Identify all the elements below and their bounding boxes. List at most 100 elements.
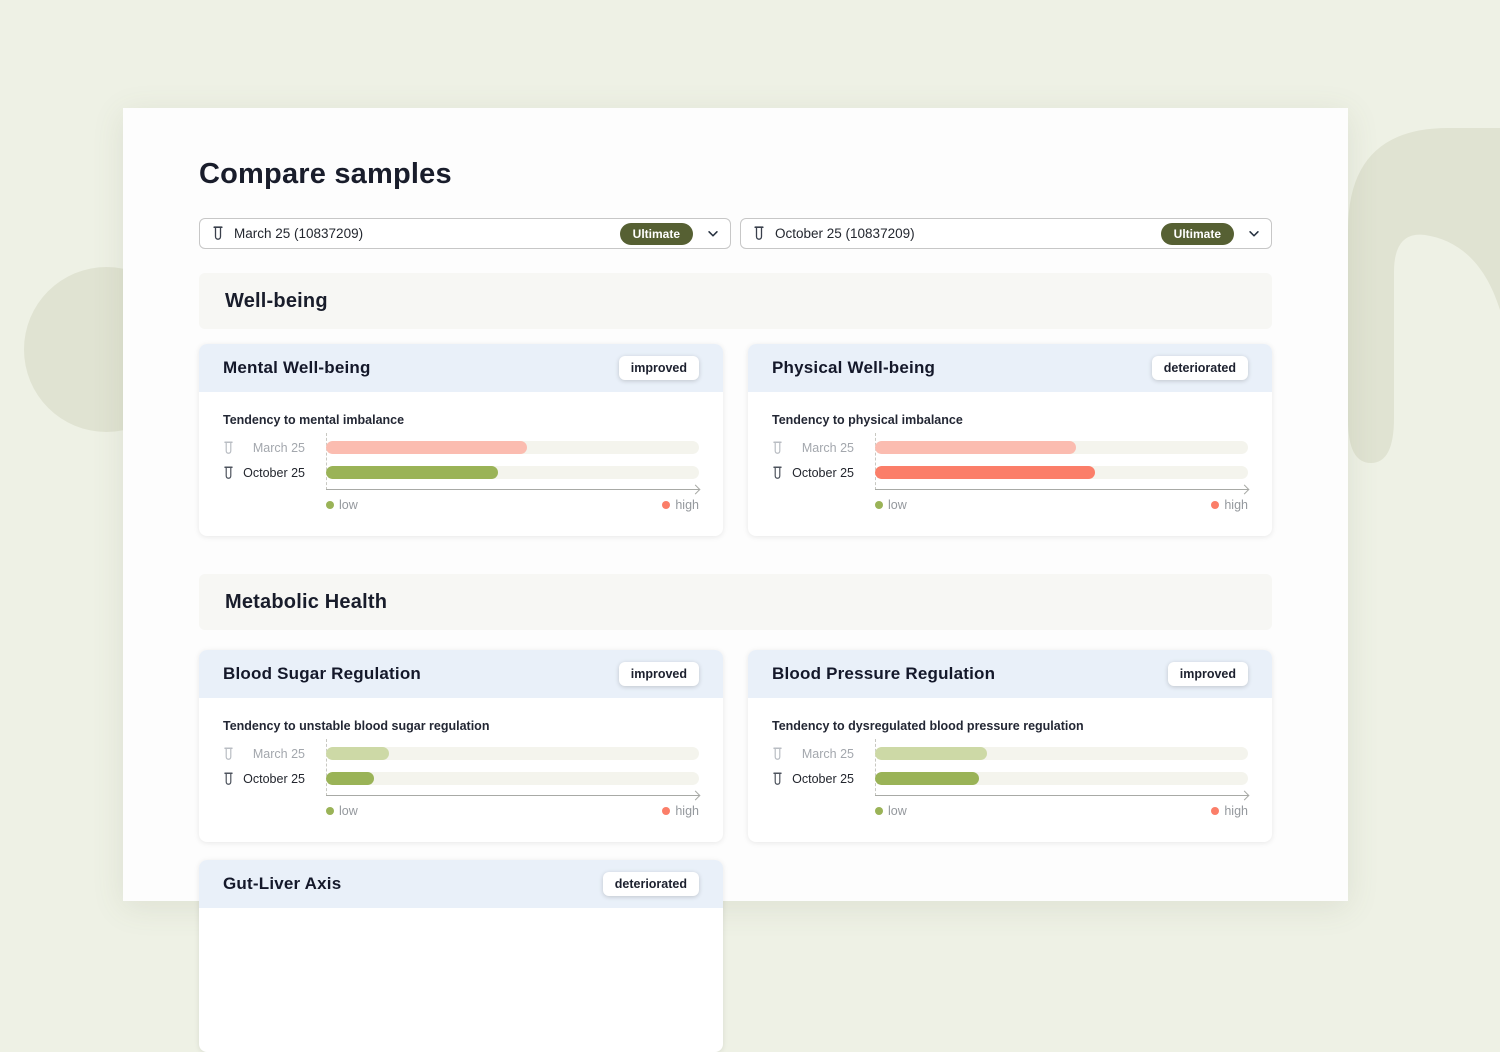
low-dot-icon (875, 807, 883, 815)
low-dot-icon (326, 807, 334, 815)
bar-track (875, 466, 1248, 479)
card-header: Mental Well-being improved (199, 344, 723, 392)
status-badge: deteriorated (602, 872, 699, 896)
cards-row-metabolic: Blood Sugar Regulation improved Tendency… (199, 650, 1272, 842)
low-dot-icon (326, 501, 334, 509)
bar-track (326, 747, 699, 760)
section-wellbeing: Well-being (199, 273, 1272, 329)
status-badge: deteriorated (1151, 356, 1248, 380)
vial-icon (223, 746, 234, 761)
bar-row-october: October 25 (772, 465, 1248, 480)
card-title: Blood Pressure Regulation (772, 664, 996, 683)
chevron-down-icon[interactable] (706, 227, 720, 241)
bar-row-label: March 25 (252, 746, 305, 761)
legend-low-label: low (888, 498, 907, 512)
vial-icon (223, 465, 234, 480)
status-badge: improved (618, 662, 699, 686)
bar-row-label: March 25 (801, 440, 854, 455)
metric-label: Tendency to unstable blood sugar regulat… (223, 719, 490, 733)
decorative-blob-right (1348, 128, 1500, 463)
status-badge: improved (1167, 662, 1248, 686)
bar-row-label: March 25 (801, 746, 854, 761)
legend-high-label: high (675, 804, 699, 818)
card-body: Tendency to mental imbalance March 25 (199, 392, 723, 512)
bar-row-label: October 25 (243, 771, 305, 786)
bar-chart: March 25 October 25 (223, 739, 699, 818)
card-body: Tendency to dysregulated blood pressure … (748, 698, 1272, 818)
bar-track (326, 466, 699, 479)
card-mental-wellbeing: Mental Well-being improved Tendency to m… (199, 344, 723, 536)
vial-icon (223, 771, 234, 786)
vial-icon (772, 771, 783, 786)
plan-badge: Ultimate (619, 222, 693, 245)
status-badge: improved (618, 356, 699, 380)
bar-row-october: October 25 (223, 771, 699, 786)
chart-legend: low high (875, 498, 1248, 512)
axis-arrow (326, 489, 699, 490)
high-dot-icon (1211, 501, 1220, 509)
card-title: Gut-Liver Axis (223, 874, 342, 893)
vial-icon (753, 226, 765, 241)
section-title: Metabolic Health (225, 590, 388, 613)
cards-row-gut-liver: Gut-Liver Axis deteriorated (199, 860, 1272, 1052)
bar-row-october: October 25 (223, 465, 699, 480)
page-title: Compare samples (199, 158, 452, 190)
card-header: Blood Pressure Regulation improved (748, 650, 1272, 698)
axis-arrow (875, 489, 1248, 490)
section-title: Well-being (225, 289, 328, 312)
metric-label: Tendency to dysregulated blood pressure … (772, 719, 1084, 733)
card-blood-pressure: Blood Pressure Regulation improved Tende… (748, 650, 1272, 842)
sample-selector-right[interactable]: October 25 (10837209) Ultimate (740, 218, 1272, 249)
vial-icon (772, 746, 783, 761)
compare-samples-panel: Compare samples March 25 (10837209) Ulti… (123, 108, 1348, 1052)
bar-fill (326, 772, 375, 785)
bar-row-label: October 25 (792, 771, 854, 786)
axis-origin-line (875, 433, 876, 490)
bar-row-march: March 25 (772, 440, 1248, 455)
legend-high-label: high (675, 498, 699, 512)
cards-row-wellbeing: Mental Well-being improved Tendency to m… (199, 344, 1272, 536)
bar-fill (875, 747, 987, 760)
card-physical-wellbeing: Physical Well-being deteriorated Tendenc… (748, 344, 1272, 536)
plan-badge: Ultimate (1160, 222, 1234, 245)
bar-fill (326, 441, 528, 454)
bar-fill (875, 772, 980, 785)
vial-icon (772, 465, 783, 480)
chevron-down-icon[interactable] (1247, 227, 1261, 241)
bar-fill (326, 466, 498, 479)
sample-selectors: March 25 (10837209) Ultimate October 25 … (199, 218, 1272, 249)
bar-fill (875, 441, 1077, 454)
card-body: Tendency to physical imbalance March 25 (748, 392, 1272, 512)
bar-chart: March 25 October 25 (772, 433, 1248, 512)
bar-track (875, 441, 1248, 454)
legend-low-label: low (888, 804, 907, 818)
sample-selector-left[interactable]: March 25 (10837209) Ultimate (199, 218, 731, 249)
metric-label: Tendency to mental imbalance (223, 413, 405, 427)
chart-legend: low high (326, 498, 699, 512)
card-blood-sugar: Blood Sugar Regulation improved Tendency… (199, 650, 723, 842)
high-dot-icon (662, 501, 671, 509)
bar-fill (326, 747, 390, 760)
bar-row-march: March 25 (772, 746, 1248, 761)
bar-row-label: October 25 (792, 465, 854, 480)
high-dot-icon (1211, 807, 1220, 815)
axis-arrow (875, 795, 1248, 796)
axis-origin-line (326, 433, 327, 490)
card-title: Blood Sugar Regulation (223, 664, 422, 683)
sample-selector-label: October 25 (10837209) (775, 226, 915, 241)
vial-icon (212, 226, 224, 241)
legend-low-label: low (339, 498, 358, 512)
bar-track (326, 441, 699, 454)
bar-track (326, 772, 699, 785)
vial-icon (223, 440, 234, 455)
card-header: Physical Well-being deteriorated (748, 344, 1272, 392)
card-title: Mental Well-being (223, 358, 371, 377)
chart-legend: low high (875, 804, 1248, 818)
bar-track (875, 747, 1248, 760)
bar-chart: March 25 October 25 (223, 433, 699, 512)
card-body: Tendency to unstable blood sugar regulat… (199, 698, 723, 818)
bar-row-label: March 25 (252, 440, 305, 455)
bar-row-march: March 25 (223, 440, 699, 455)
card-header: Blood Sugar Regulation improved (199, 650, 723, 698)
legend-high-label: high (1224, 804, 1248, 818)
